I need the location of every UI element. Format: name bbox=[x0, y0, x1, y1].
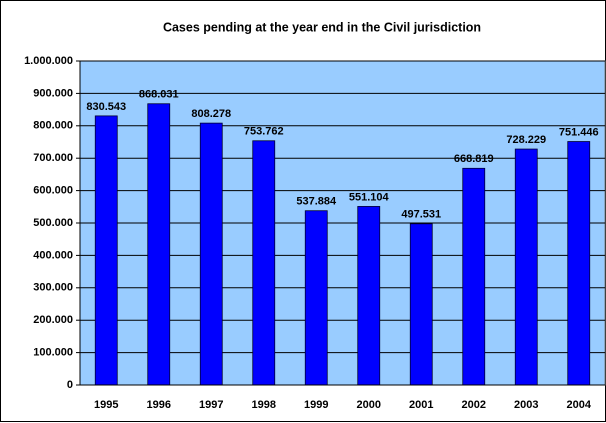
x-tick-label: 1997 bbox=[199, 399, 223, 411]
y-tick-label: 500.000 bbox=[33, 217, 73, 229]
y-tick-label: 100.000 bbox=[33, 347, 73, 359]
y-tick-label: 300.000 bbox=[33, 282, 73, 294]
y-tick-label: 800.000 bbox=[33, 120, 73, 132]
bar bbox=[462, 167, 486, 386]
bar bbox=[567, 141, 591, 386]
x-tick-label: 2003 bbox=[514, 399, 538, 411]
x-tick-label: 2001 bbox=[409, 399, 433, 411]
x-tick-label: 2004 bbox=[567, 399, 592, 411]
x-tick-label: 1996 bbox=[147, 399, 171, 411]
value-label: 808.278 bbox=[191, 108, 231, 120]
bar bbox=[252, 140, 276, 386]
value-label: 551.104 bbox=[349, 191, 390, 203]
x-tick-label: 1995 bbox=[94, 399, 118, 411]
y-tick-label: 200.000 bbox=[33, 314, 73, 326]
x-tick-label: 1999 bbox=[304, 399, 328, 411]
y-tick-label: 0 bbox=[67, 379, 73, 391]
bar bbox=[304, 210, 328, 386]
y-tick-label: 1.000.000 bbox=[24, 55, 73, 67]
value-label: 668.819 bbox=[454, 153, 494, 165]
chart-title: Cases pending at the year end in the Civ… bbox=[163, 20, 481, 34]
x-tick-label: 2000 bbox=[357, 399, 381, 411]
bar bbox=[199, 122, 223, 386]
bar bbox=[514, 148, 538, 386]
value-label: 728.229 bbox=[506, 134, 546, 146]
y-tick-label: 600.000 bbox=[33, 185, 73, 197]
bar bbox=[147, 103, 171, 386]
value-label: 497.531 bbox=[401, 209, 441, 221]
value-label: 751.446 bbox=[559, 126, 599, 138]
y-tick-label: 900.000 bbox=[33, 87, 73, 99]
x-tick-label: 1998 bbox=[252, 399, 276, 411]
value-label: 868.031 bbox=[139, 89, 179, 101]
x-tick-label: 2002 bbox=[462, 399, 486, 411]
y-tick-label: 400.000 bbox=[33, 249, 73, 261]
bar bbox=[94, 115, 118, 386]
value-label: 753.762 bbox=[244, 126, 284, 138]
bar bbox=[357, 206, 381, 386]
value-label: 830.543 bbox=[86, 101, 126, 113]
y-tick-label: 700.000 bbox=[33, 152, 73, 164]
bar bbox=[409, 223, 433, 386]
value-label: 537.884 bbox=[296, 196, 337, 208]
